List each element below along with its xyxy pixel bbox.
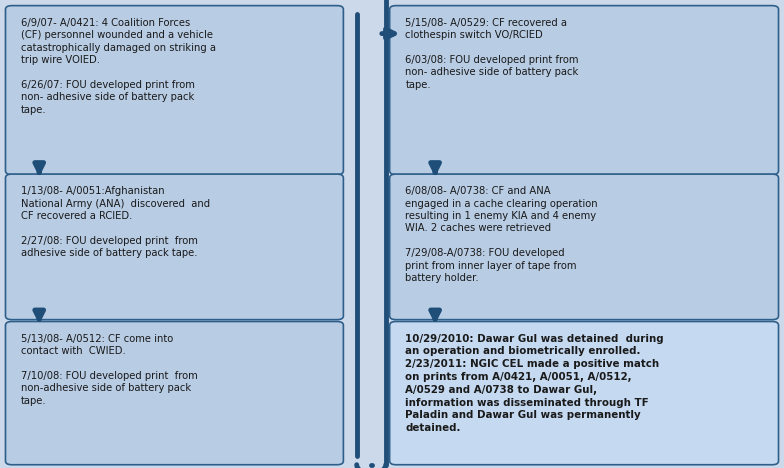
FancyBboxPatch shape [390,6,779,175]
FancyBboxPatch shape [5,6,343,175]
FancyBboxPatch shape [390,174,779,320]
Text: 5/15/08- A/0529: CF recovered a
clothespin switch VO/RCIED

6/03/08: FOU develop: 5/15/08- A/0529: CF recovered a clothesp… [405,18,579,90]
Text: 6/9/07- A/0421: 4 Coalition Forces
(CF) personnel wounded and a vehicle
catastro: 6/9/07- A/0421: 4 Coalition Forces (CF) … [21,18,216,115]
FancyBboxPatch shape [5,322,343,465]
Text: 6/08/08- A/0738: CF and ANA
engaged in a cache clearing operation
resulting in 1: 6/08/08- A/0738: CF and ANA engaged in a… [405,186,598,283]
FancyBboxPatch shape [5,174,343,320]
Text: 1/13/08- A/0051:Afghanistan
National Army (ANA)  discovered  and
CF recovered a : 1/13/08- A/0051:Afghanistan National Arm… [21,186,210,258]
FancyBboxPatch shape [390,322,779,465]
Text: 5/13/08- A/0512: CF come into
contact with  CWIED.

7/10/08: FOU developed print: 5/13/08- A/0512: CF come into contact wi… [21,334,198,406]
Text: 10/29/2010: Dawar Gul was detained  during
an operation and biometrically enroll: 10/29/2010: Dawar Gul was detained durin… [405,334,664,433]
